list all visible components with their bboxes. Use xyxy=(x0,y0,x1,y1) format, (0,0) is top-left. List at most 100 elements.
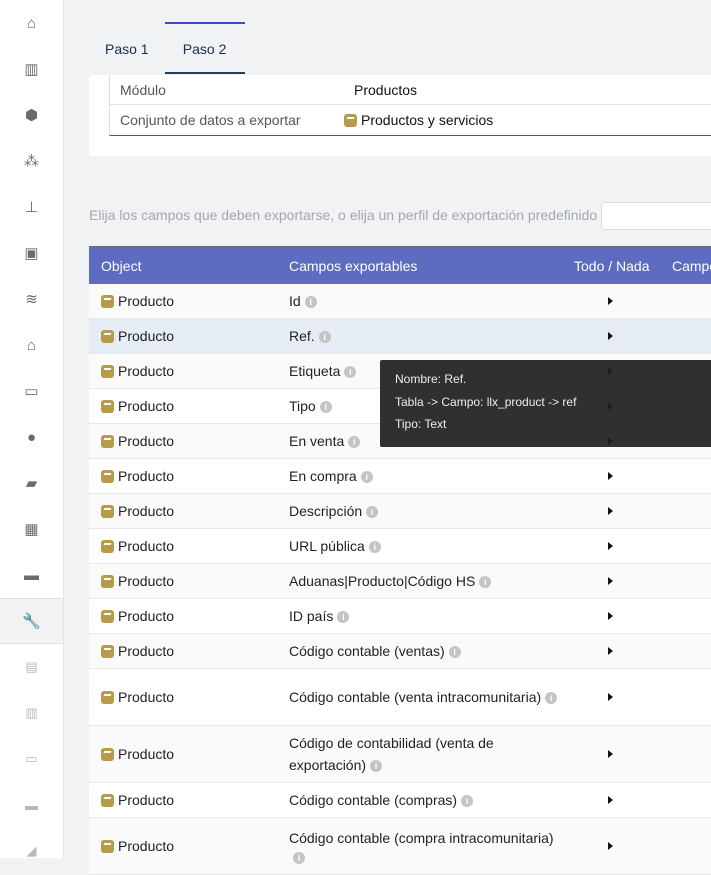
module-label: Módulo xyxy=(120,81,166,98)
caret-right-icon[interactable] xyxy=(608,297,613,305)
caret-right-icon[interactable] xyxy=(608,647,613,655)
step-tabs: Paso 1 Paso 2 xyxy=(89,22,245,74)
info-icon[interactable]: i xyxy=(348,436,361,449)
export-profile-select[interactable] xyxy=(601,202,711,230)
dataset-label: Conjunto de datos a exportar xyxy=(120,112,301,128)
car-icon: ▭ xyxy=(25,751,38,766)
header-fields: Campos exportables xyxy=(289,257,418,274)
sitemap-icon: ⊥ xyxy=(24,199,39,216)
info-icon[interactable]: i xyxy=(545,692,558,705)
row-field: Id xyxy=(289,293,301,309)
row-object: Producto xyxy=(118,643,175,659)
caret-right-icon[interactable] xyxy=(608,750,613,758)
hint-text: Elija los campos que deben exportarse, o… xyxy=(89,207,598,223)
tooltip-name: Nombre: Ref. xyxy=(395,372,467,386)
cube-icon: ⬢ xyxy=(24,107,39,124)
sidebar-item-sitemap[interactable]: ⊥ xyxy=(0,184,63,230)
header-field: Campo xyxy=(672,257,711,274)
table-row: Producto ID país i xyxy=(89,599,711,634)
barcode-icon: ▥ xyxy=(25,705,38,720)
tab-paso-1[interactable]: Paso 1 xyxy=(105,41,149,57)
sidebar-item-cubes[interactable]: ⁂ xyxy=(0,138,63,184)
caret-right-icon[interactable] xyxy=(608,507,613,515)
sidebar-item-folder-open[interactable]: ▰ xyxy=(0,460,63,506)
table-row: Producto En compra i xyxy=(89,459,711,494)
sidebar-item-bank[interactable]: ⌂ xyxy=(0,322,63,368)
sidebar-item-briefcase[interactable]: ▣ xyxy=(0,230,63,276)
cube-icon xyxy=(101,294,114,308)
sidebar-item-car[interactable]: ▭ xyxy=(0,736,63,782)
caret-right-icon[interactable] xyxy=(608,577,613,585)
row-field: Código de contabilidad (venta de exporta… xyxy=(289,735,494,773)
sidebar-item-coins[interactable]: ≋ xyxy=(0,276,63,322)
cube-icon xyxy=(101,399,114,413)
info-icon[interactable]: i xyxy=(448,646,461,659)
row-field: Ref. xyxy=(289,328,315,344)
caret-right-icon[interactable] xyxy=(608,612,613,620)
sidebar-item-barcode[interactable]: ▥ xyxy=(0,690,63,736)
info-icon[interactable]: i xyxy=(360,471,373,484)
sidebar-item-chart[interactable]: ▤ xyxy=(0,644,63,690)
sidebar-item-monitor[interactable]: ▬ xyxy=(0,782,63,828)
tab-paso-2[interactable]: Paso 2 xyxy=(164,22,245,74)
module-value: Productos xyxy=(354,81,418,98)
cube-icon xyxy=(101,793,114,807)
sidebar: ⌂ ▥ ⬢ ⁂ ⊥ ▣ ≋ ⌂ ▭ ● ▰ ▦ ▬ 🔧 ▤ ▥ ▭ ▬ ◢ xyxy=(0,0,64,858)
cube-icon xyxy=(101,644,114,658)
table-row: Producto Código contable (venta intracomu… xyxy=(89,669,711,726)
row-object: Producto xyxy=(118,468,175,484)
briefcase-icon: ▣ xyxy=(24,245,39,262)
row-field: Código contable (ventas) xyxy=(289,643,445,659)
folder-open-icon: ▰ xyxy=(25,475,38,492)
info-icon[interactable]: i xyxy=(366,506,379,519)
info-icon[interactable]: i xyxy=(461,795,474,808)
sidebar-item-user-tie[interactable]: ● xyxy=(0,414,63,460)
info-icon[interactable]: i xyxy=(344,366,357,379)
info-icon[interactable]: i xyxy=(318,331,331,344)
row-field: ID país xyxy=(289,608,334,624)
row-object: Producto xyxy=(118,363,175,379)
info-icon[interactable]: i xyxy=(293,852,305,865)
info-icon[interactable]: i xyxy=(304,296,317,309)
info-icon[interactable]: i xyxy=(368,541,381,554)
table-row: Producto Aduanas|Producto|Código HS i xyxy=(89,564,711,599)
tooltip-type: Tipo: Text xyxy=(395,417,447,431)
info-icon[interactable]: i xyxy=(370,760,383,773)
cube-icon xyxy=(101,609,114,623)
caret-right-icon[interactable] xyxy=(608,542,613,550)
row-object: Producto xyxy=(118,328,175,344)
sidebar-item-home[interactable]: ⌂ xyxy=(0,0,63,46)
sidebar-item-money[interactable]: ▭ xyxy=(0,368,63,414)
sidebar-item-paper-plane[interactable]: ◢ xyxy=(0,828,63,874)
tooltip-table-field: Tabla -> Campo: llx_product -> ref xyxy=(395,394,577,409)
table-header: Object Campos exportables Todo / Nada Ca… xyxy=(89,247,711,284)
cube-icon xyxy=(101,839,114,853)
cube-icon xyxy=(101,364,114,378)
sidebar-item-cube[interactable]: ⬢ xyxy=(0,92,63,138)
wrench-icon: 🔧 xyxy=(22,613,41,630)
info-icon[interactable]: i xyxy=(337,611,350,624)
sidebar-item-ticket[interactable]: ▬ xyxy=(0,552,63,598)
caret-right-icon[interactable] xyxy=(608,796,613,804)
header-all-none: Todo / Nada xyxy=(574,257,650,274)
row-object: Producto xyxy=(118,689,175,705)
row-field: Código contable (compra intracomunitaria… xyxy=(289,830,554,846)
table-row: Producto Código de contabilidad (venta de… xyxy=(89,726,711,783)
caret-right-icon[interactable] xyxy=(608,332,613,340)
sidebar-item-building[interactable]: ▥ xyxy=(0,46,63,92)
info-icon[interactable]: i xyxy=(479,576,492,589)
table-row: Producto Ref. i xyxy=(89,319,711,354)
header-object: Object xyxy=(101,257,142,274)
caret-right-icon[interactable] xyxy=(608,472,613,480)
row-object: Producto xyxy=(118,503,175,519)
caret-right-icon[interactable] xyxy=(608,842,613,850)
info-icon[interactable]: i xyxy=(319,401,332,414)
sidebar-item-calendar[interactable]: ▦ xyxy=(0,506,63,552)
caret-right-icon[interactable] xyxy=(608,693,613,701)
table-row: Producto URL pública i xyxy=(89,529,711,564)
home-icon: ⌂ xyxy=(26,14,37,32)
calendar-icon: ▦ xyxy=(24,521,39,538)
sidebar-item-wrench[interactable]: 🔧 xyxy=(0,598,63,644)
table-row: Producto Descripción i xyxy=(89,494,711,529)
row-field: En venta xyxy=(289,433,345,449)
